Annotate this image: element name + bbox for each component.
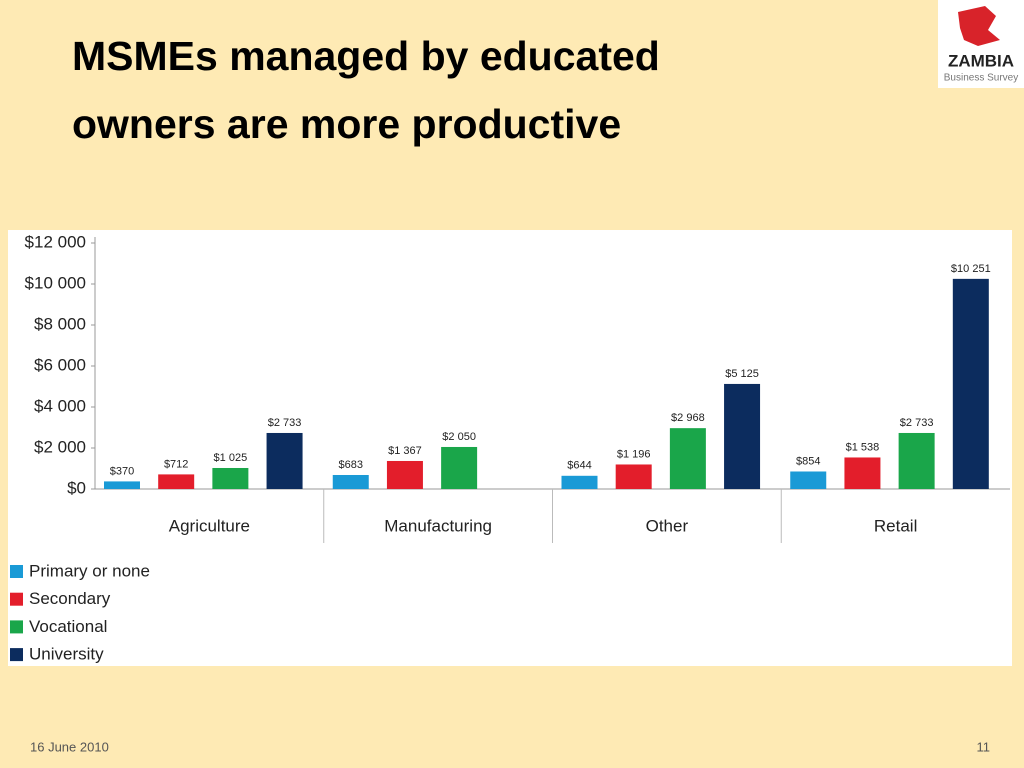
bar <box>669 428 706 489</box>
legend-swatch <box>10 592 23 606</box>
legend-swatch <box>10 620 23 634</box>
value-label: $10 251 <box>951 263 991 275</box>
logo-map <box>958 6 1000 46</box>
bar <box>266 432 303 489</box>
page-number: 11 <box>977 739 991 754</box>
bar <box>790 471 827 489</box>
bar <box>158 474 195 489</box>
x-tick-label: Agriculture <box>169 516 250 535</box>
y-tick-label: $8 000 <box>34 314 86 333</box>
value-label: $854 <box>796 455 820 467</box>
bar <box>212 467 249 489</box>
bar <box>561 475 598 489</box>
bar <box>952 278 989 489</box>
value-label: $1 196 <box>617 448 651 460</box>
value-label: $2 733 <box>268 417 302 429</box>
value-label: $2 050 <box>442 431 476 443</box>
value-label: $370 <box>110 465 134 477</box>
bar <box>844 457 881 489</box>
x-tick-label: Retail <box>874 516 917 535</box>
y-tick-label: $2 000 <box>34 437 86 456</box>
value-label: $644 <box>567 460 591 472</box>
y-tick-label: $12 000 <box>25 232 86 251</box>
legend-label: University <box>29 645 104 664</box>
value-label: $2 968 <box>671 412 705 424</box>
value-label: $683 <box>339 459 363 471</box>
logo-name: ZAMBIA <box>948 51 1014 70</box>
logo: ZAMBIA Business Survey <box>938 0 1024 88</box>
y-tick-label: $6 000 <box>34 355 86 374</box>
y-tick-label: $4 000 <box>34 396 86 415</box>
bar <box>724 383 761 489</box>
legend-label: Primary or none <box>29 561 150 580</box>
bar <box>441 446 478 489</box>
x-tick-label: Manufacturing <box>384 516 492 535</box>
y-tick-label: $0 <box>67 478 86 497</box>
logo-tagline: Business Survey <box>944 73 1018 84</box>
legend-label: Vocational <box>29 617 107 636</box>
bar <box>104 481 140 489</box>
value-label: $1 025 <box>214 452 248 464</box>
bar <box>898 432 935 489</box>
value-label: $1 538 <box>846 441 880 453</box>
date: 16 June 2010 <box>30 739 109 754</box>
value-label: $1 367 <box>388 445 422 457</box>
slide-title: MSMEs managed by educated owners are mor… <box>72 33 660 147</box>
chart-panel <box>8 230 1012 666</box>
value-label: $5 125 <box>725 368 759 380</box>
x-tick-label: Other <box>646 516 689 535</box>
value-label: $712 <box>164 458 188 470</box>
value-label: $2 733 <box>900 417 934 429</box>
bar <box>615 464 652 489</box>
legend-swatch <box>10 565 23 578</box>
bar <box>332 474 369 489</box>
legend-label: Secondary <box>29 589 111 608</box>
legend-swatch <box>10 648 23 662</box>
bar <box>386 460 423 489</box>
y-tick-label: $10 000 <box>25 273 86 292</box>
